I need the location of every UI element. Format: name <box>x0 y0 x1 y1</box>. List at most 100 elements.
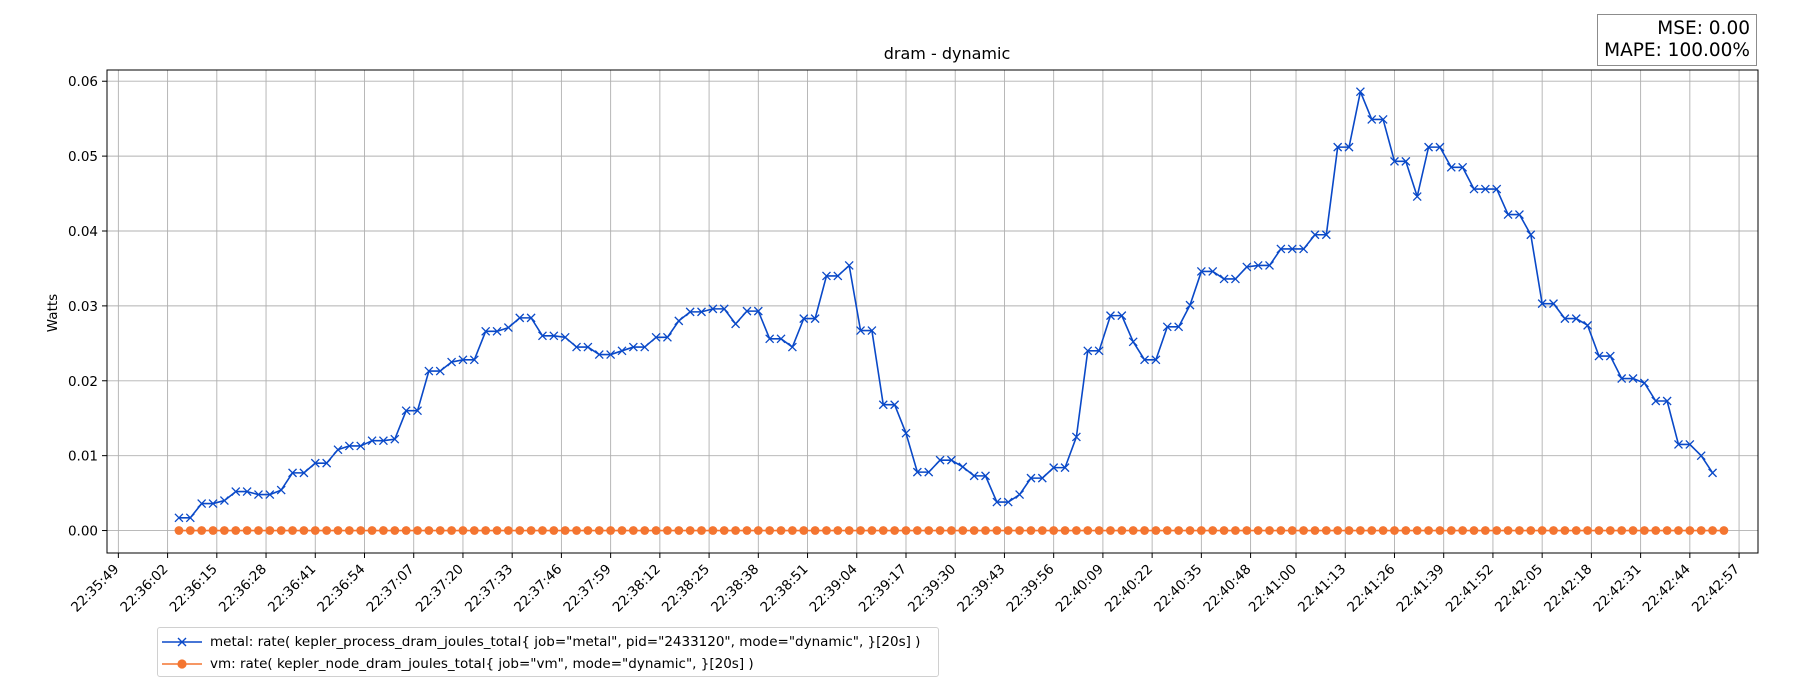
vm-data-point <box>1617 526 1627 535</box>
vm-data-point <box>1026 526 1036 535</box>
metal-data-point <box>1503 210 1513 219</box>
vm-data-point <box>344 526 354 535</box>
metal-data-point <box>208 499 218 509</box>
metal-data-point <box>787 342 797 352</box>
metal-data-point <box>1287 244 1297 254</box>
x-tick-label: 22:42:57 <box>1689 561 1743 615</box>
vm-data-point <box>1117 526 1127 535</box>
y-tick-label: 0.00 <box>68 524 98 540</box>
metal-data-point <box>1424 142 1434 152</box>
vm-data-point <box>1674 526 1683 535</box>
vm-data-point <box>503 526 513 535</box>
x-tick-label: 22:41:00 <box>1246 561 1300 615</box>
vm-data-point <box>1128 526 1138 535</box>
grid-lines <box>107 70 1758 553</box>
vm-data-point <box>947 526 956 535</box>
metal-data-point <box>1662 396 1672 406</box>
metal-data-point <box>1208 266 1218 276</box>
vm-data-point <box>1560 526 1570 535</box>
vm-data-point <box>1549 526 1558 535</box>
vm-data-point <box>231 526 241 535</box>
vm-data-point <box>1242 526 1252 535</box>
vm-data-point <box>1424 526 1433 535</box>
vm-data-point <box>219 526 229 535</box>
vm-data-point <box>1571 526 1581 535</box>
metal-data-point <box>697 307 706 317</box>
metal-data-point <box>1367 114 1377 124</box>
vm-data-point <box>1106 526 1115 535</box>
vm-data-point <box>799 526 809 535</box>
vm-data-point <box>617 526 627 535</box>
metal-data-point <box>481 326 491 336</box>
metal-data-point <box>288 468 298 478</box>
vm-data-point <box>935 526 945 535</box>
x-tick-label: 22:39:04 <box>807 561 861 615</box>
x-tick-label: 22:37:59 <box>560 561 614 615</box>
vm-data-point <box>969 526 979 535</box>
x-tick-label: 22:40:09 <box>1053 561 1107 615</box>
vm-data-point <box>1015 526 1024 535</box>
vm-data-point <box>1083 526 1093 535</box>
metal-data-point <box>878 400 888 410</box>
vm-data-point <box>1605 526 1615 535</box>
metal-data-point <box>833 271 843 281</box>
x-tick-label: 22:38:25 <box>659 561 713 615</box>
vm-data-point <box>1367 526 1377 535</box>
metal-data-point <box>1299 244 1309 254</box>
metal-data-point <box>935 455 945 465</box>
x-tick-label: 22:40:22 <box>1102 561 1156 615</box>
metal-data-point <box>799 314 809 324</box>
metal-data-point <box>1060 463 1070 473</box>
vm-data-point <box>731 526 740 535</box>
vm-data-point <box>1458 526 1468 535</box>
vm-data-point <box>1196 526 1206 535</box>
vm-data-point <box>1583 526 1592 535</box>
vm-data-point <box>958 526 968 535</box>
metal-data-point <box>1458 162 1468 172</box>
vm-data-point <box>390 526 400 535</box>
vm-data-point <box>481 526 491 535</box>
metal-data-point <box>765 334 775 344</box>
vm-data-point <box>1037 526 1047 535</box>
vm-data-point <box>1185 526 1195 535</box>
vm-data-point <box>1719 526 1729 535</box>
x-tick-label: 22:37:20 <box>413 561 467 615</box>
metal-data-point <box>242 487 252 497</box>
metal-data-point <box>1015 490 1025 500</box>
metal-data-point <box>651 332 661 342</box>
metal-data-point <box>1401 156 1411 166</box>
vm-data-point <box>1469 526 1479 535</box>
metal-data-point <box>549 331 559 341</box>
metal-data-point <box>1583 320 1593 330</box>
vm-data-point <box>401 526 411 535</box>
metal-data-point <box>1219 274 1229 284</box>
metal-data-point <box>1083 346 1093 356</box>
x-tick-label: 22:36:41 <box>265 561 319 615</box>
metal-data-point <box>1128 337 1138 347</box>
vm-data-point <box>1321 526 1331 535</box>
metal-data-point <box>1378 114 1388 124</box>
mse-value: MSE: 0.00 <box>1657 18 1750 39</box>
vm-data-point <box>208 526 218 535</box>
vm-data-point <box>1151 526 1161 535</box>
metal-data-point <box>560 332 570 342</box>
metal-data-point <box>1639 378 1649 388</box>
x-tick-label: 22:41:52 <box>1443 561 1497 615</box>
vm-data-point <box>674 526 684 535</box>
vm-data-point <box>1355 526 1365 535</box>
chart-title: dram - dynamic <box>884 44 1010 63</box>
vm-data-point <box>1378 526 1388 535</box>
metal-data-point <box>731 319 741 329</box>
vm-data-point <box>594 526 604 535</box>
vm-data-point <box>1310 526 1320 535</box>
vm-data-point <box>1344 526 1354 535</box>
metal-data-point <box>1310 230 1320 240</box>
x-tick-label: 22:41:26 <box>1344 561 1398 615</box>
metal-data-point <box>231 487 241 497</box>
metal-data-point <box>526 313 536 323</box>
metal-data-point <box>969 471 979 481</box>
vm-data-point <box>1526 526 1536 535</box>
metal-data-point <box>1537 299 1547 309</box>
vm-data-point <box>538 526 547 535</box>
vm-data-point <box>174 526 184 535</box>
